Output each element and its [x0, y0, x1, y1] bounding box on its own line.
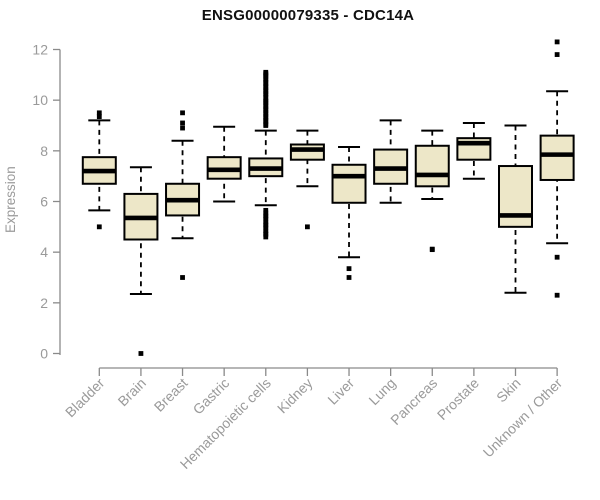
x-category-label: Skin	[493, 375, 524, 406]
x-category-label: Brain	[115, 375, 149, 409]
outlier-point	[180, 125, 185, 131]
outlier-point	[263, 228, 269, 234]
x-category-label: Bladder	[62, 375, 108, 421]
outlier-point	[263, 92, 269, 98]
outlier-point	[263, 81, 269, 87]
x-category-label: Liver	[324, 375, 357, 408]
y-tick-label: 0	[40, 346, 48, 362]
y-tick-label: 6	[40, 194, 48, 210]
outlier-point	[263, 73, 269, 79]
outlier-point	[263, 214, 269, 220]
chart-title: ENSG00000079335 - CDC14A	[201, 7, 415, 24]
x-category-label: Lung	[365, 375, 398, 408]
outlier-point	[554, 292, 560, 298]
outlier-point	[263, 207, 269, 213]
y-tick-label: 10	[32, 92, 48, 108]
box-kidney	[289, 143, 325, 161]
outlier-point	[263, 111, 269, 117]
y-tick-label: 8	[40, 143, 48, 159]
outlier-point	[96, 110, 102, 116]
outlier-point	[263, 107, 269, 113]
outlier-point	[305, 224, 310, 230]
x-category-label: Prostate	[434, 375, 482, 423]
outlier-point	[554, 254, 560, 260]
y-tick-label: 4	[40, 244, 48, 260]
outlier-point	[429, 246, 435, 252]
box-liver	[331, 163, 367, 204]
outlier-point	[263, 234, 269, 240]
x-category-label: Kidney	[274, 375, 316, 417]
outlier-point	[180, 120, 185, 126]
outlier-point	[263, 119, 269, 125]
outlier-point	[263, 223, 269, 228]
outlier-point	[263, 104, 269, 109]
box-pancreas	[414, 144, 450, 188]
outlier-point	[96, 114, 102, 120]
outlier-point	[263, 115, 269, 121]
outlier-point	[138, 351, 144, 356]
y-tick-label: 12	[32, 42, 48, 58]
outlier-point	[554, 39, 560, 45]
outlier-point	[263, 225, 269, 231]
outlier-point	[180, 275, 185, 280]
outlier-point	[263, 210, 269, 216]
outlier-point	[263, 123, 269, 128]
outlier-point	[96, 224, 102, 230]
outlier-point	[263, 85, 269, 90]
outlier-point	[554, 52, 560, 57]
y-tick-label: 2	[40, 295, 48, 311]
outlier-point	[263, 95, 269, 101]
outlier-point	[263, 88, 269, 94]
outlier-point	[346, 275, 352, 280]
outlier-point	[263, 77, 269, 83]
outlier-point	[346, 266, 352, 272]
outlier-point	[180, 110, 185, 116]
outlier-point	[263, 216, 269, 222]
box-unknown-other	[539, 134, 575, 181]
x-category-label: Unknown / Other	[480, 375, 566, 461]
outlier-point	[263, 219, 269, 225]
outlier-point	[263, 100, 269, 106]
x-category-label: Breast	[151, 375, 191, 415]
outlier-point	[263, 232, 269, 237]
